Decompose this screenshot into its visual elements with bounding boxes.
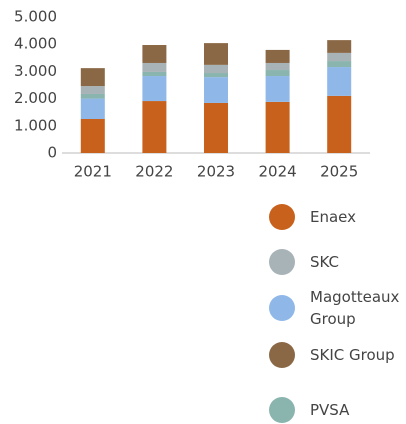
bar-segment (142, 101, 167, 153)
bar-segment (265, 101, 290, 153)
x-tick-label: 2025 (320, 163, 358, 181)
x-tick-label: 2024 (259, 163, 297, 181)
bar-segment (80, 68, 105, 87)
y-tick-label: 3.000 (14, 62, 57, 80)
bar-segment (80, 98, 105, 119)
bar-segment (142, 76, 167, 102)
y-tick-label: 1.000 (14, 116, 57, 134)
x-tick-label: 2021 (74, 163, 112, 181)
bar-segment (142, 62, 167, 72)
bar-segment (204, 43, 228, 65)
bar-segment (327, 67, 352, 96)
legend-swatch (269, 204, 295, 230)
bar-segment (80, 93, 105, 99)
bar-segment (265, 70, 290, 77)
bar-segment (204, 73, 228, 78)
bar-segment (142, 45, 167, 63)
legend-label: Magotteaux Group (310, 288, 400, 328)
legend-label: Enaex (310, 208, 357, 226)
legend-label: PVSA (310, 401, 350, 419)
y-tick-label: 2.000 (14, 89, 57, 107)
legend-swatch (269, 397, 295, 423)
bar-segment (327, 52, 352, 62)
bar-segment (265, 62, 290, 71)
x-tick-label: 2022 (135, 163, 173, 181)
bar-segment (327, 61, 352, 68)
bar-segment (327, 95, 352, 153)
legend-swatch (269, 249, 295, 275)
bar-segment (142, 71, 167, 77)
y-tick-label: 0 (47, 144, 57, 162)
legend-label: SKIC Group (310, 346, 395, 364)
bar-segment (80, 86, 105, 94)
bar-segment (327, 40, 352, 53)
bar-segment (265, 76, 290, 102)
y-tick-label: 4.000 (14, 35, 57, 53)
bar-segment (204, 77, 228, 103)
bar-segment (265, 49, 290, 63)
bar-segment (80, 119, 105, 153)
legend-swatch (269, 342, 295, 368)
legend-swatch (269, 295, 295, 321)
bar-segment (204, 64, 228, 74)
bar-segment (204, 102, 228, 153)
x-tick-label: 2023 (197, 163, 235, 181)
legend-label: SKC (310, 253, 340, 271)
y-tick-label: 5.000 (14, 8, 57, 26)
